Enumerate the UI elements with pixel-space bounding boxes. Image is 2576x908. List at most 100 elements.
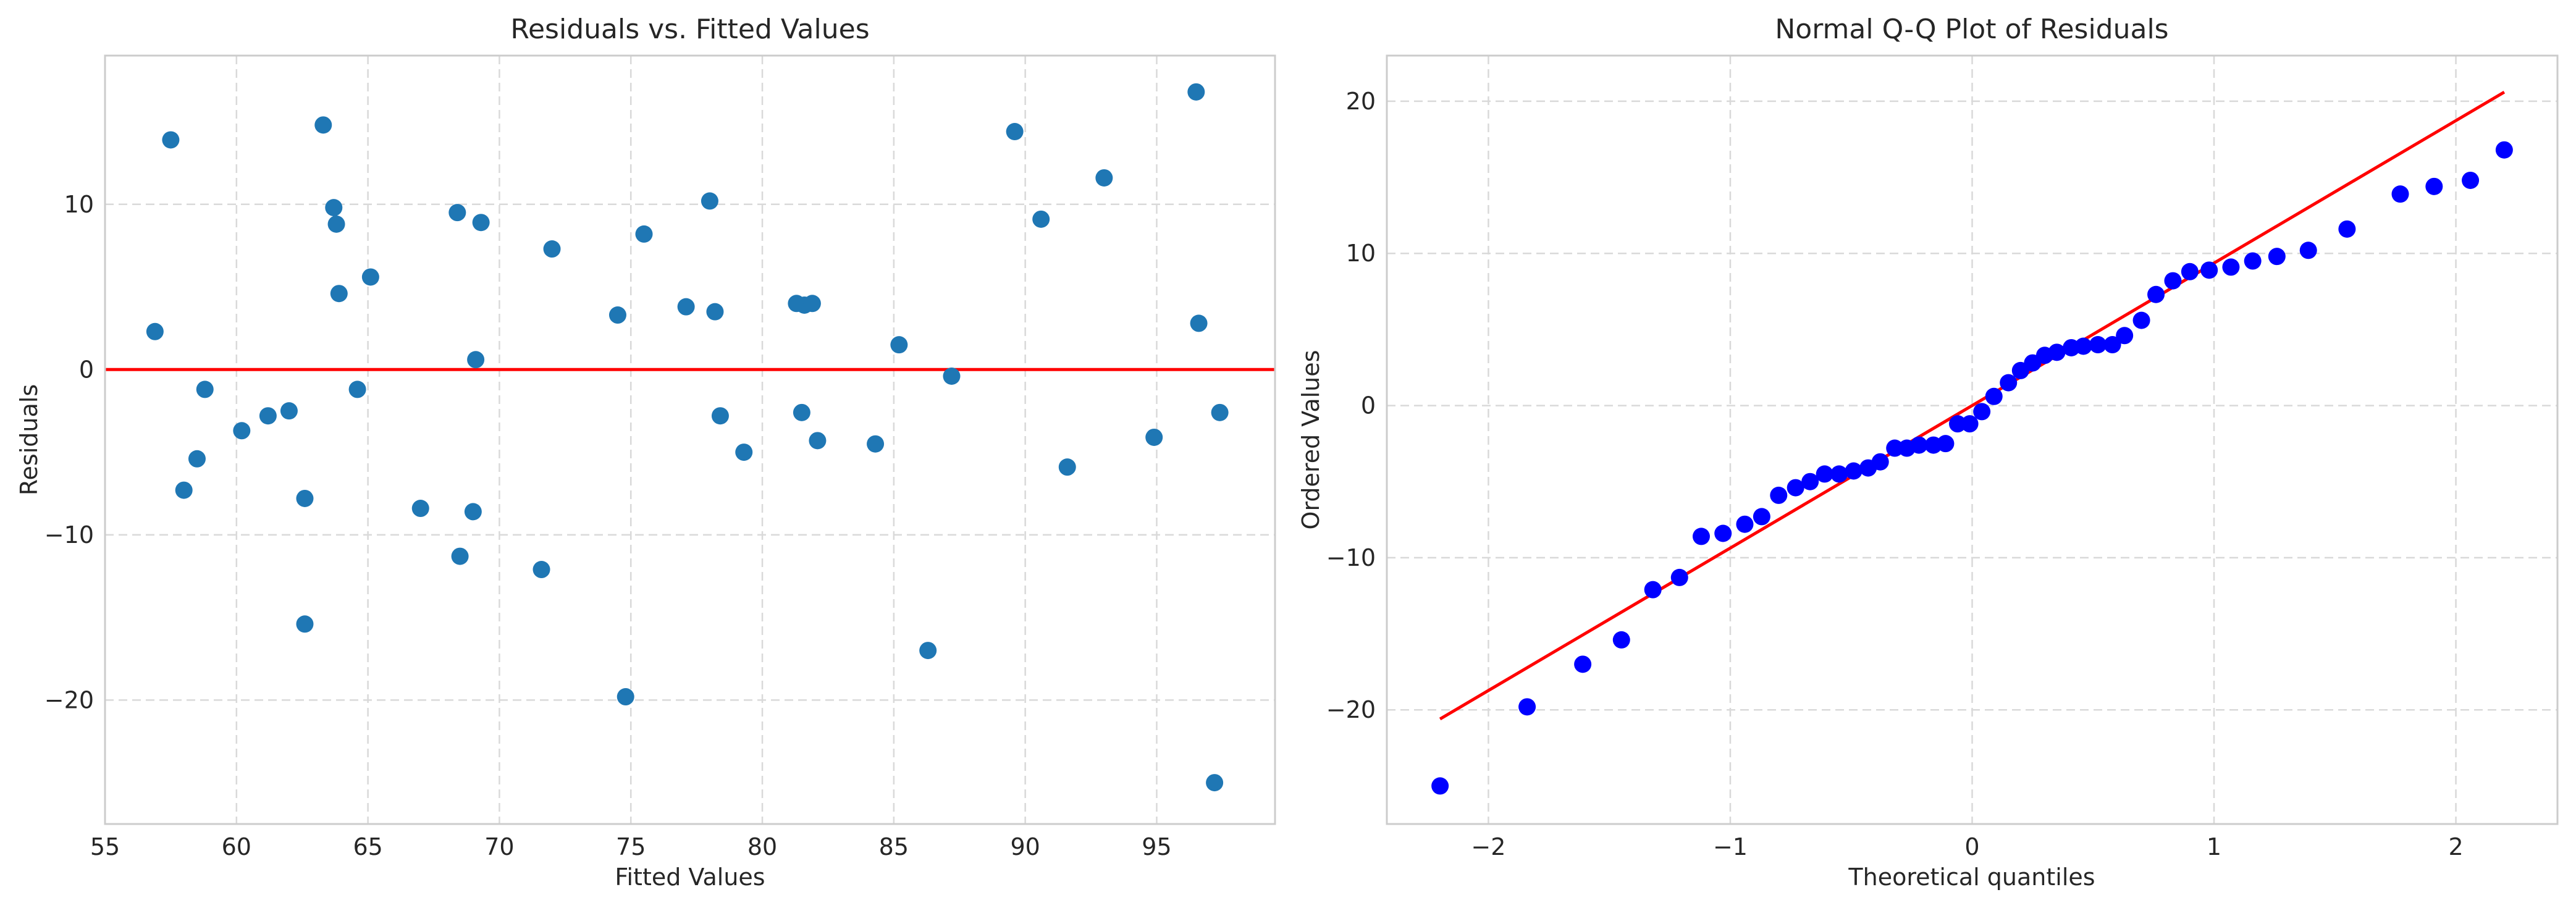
left-data-point <box>803 295 821 313</box>
right-data-point <box>2338 220 2356 238</box>
left-plot-area <box>105 56 1275 824</box>
right-x-tick-label: 1 <box>2207 833 2221 860</box>
left-data-point <box>1211 403 1229 421</box>
left-y-tick-label: 10 <box>64 191 94 218</box>
right-data-point <box>2181 263 2199 280</box>
right-data-point <box>1431 777 1449 795</box>
left-data-point <box>162 131 180 149</box>
left-x-tick-label: 70 <box>484 833 514 860</box>
right-data-point <box>2495 141 2513 159</box>
left-data-point <box>735 443 753 461</box>
left-data-point <box>532 561 550 579</box>
left-data-point <box>635 225 653 243</box>
right-data-point <box>1910 436 1928 454</box>
right-data-point <box>1871 453 1889 471</box>
right-data-point <box>1644 581 1662 599</box>
left-y-tick-label: 0 <box>79 356 94 383</box>
left-data-point <box>467 351 485 369</box>
left-data-point <box>1058 458 1076 476</box>
right-data-point <box>1574 655 1592 673</box>
right-chart-title: Normal Q-Q Plot of Residuals <box>1775 14 2168 45</box>
left-data-point <box>314 116 332 134</box>
left-y-tick-label: −10 <box>44 521 94 549</box>
left-data-point <box>296 615 314 633</box>
left-x-tick-label: 80 <box>747 833 777 860</box>
right-data-point <box>2425 177 2443 195</box>
left-data-point <box>1032 210 1050 228</box>
right-data-point <box>2244 252 2262 270</box>
right-data-point <box>2103 336 2121 354</box>
right-data-point <box>2147 285 2165 303</box>
left-y-tick-label: −20 <box>44 686 94 713</box>
right-data-point <box>2222 258 2240 276</box>
left-data-point <box>361 268 379 286</box>
right-x-tick-label: 2 <box>2448 833 2463 860</box>
left-marks <box>105 83 1275 792</box>
right-data-point <box>2268 248 2286 266</box>
left-data-point <box>325 199 343 217</box>
left-x-tick-label: 60 <box>222 833 251 860</box>
left-data-point <box>196 380 214 398</box>
left-data-point <box>706 303 724 321</box>
left-data-point <box>701 192 718 210</box>
right-grid <box>1387 56 2557 824</box>
right-data-point <box>2074 337 2092 355</box>
left-data-point <box>280 402 298 420</box>
left-x-tick-label: 65 <box>353 833 382 860</box>
right-data-point <box>1845 462 1863 480</box>
right-y-tick-label: −10 <box>1326 544 1376 571</box>
left-data-point <box>608 306 626 324</box>
right-marks <box>1431 90 2513 795</box>
left-data-point <box>146 322 164 340</box>
left-data-point <box>809 432 827 450</box>
right-y-tick-label: 0 <box>1361 392 1376 419</box>
left-data-point <box>793 403 810 421</box>
left-data-point <box>327 215 345 233</box>
right-x-axis-label: Theoretical quantiles <box>1848 864 2095 891</box>
left-x-tick-label: 75 <box>616 833 646 860</box>
right-x-tick-label: −2 <box>1471 833 1505 860</box>
left-data-point <box>330 285 348 303</box>
right-data-point <box>1985 387 2003 405</box>
right-data-point <box>2462 171 2480 189</box>
right-data-point <box>1937 435 1955 453</box>
left-data-point <box>259 407 277 425</box>
right-data-point <box>1830 465 1848 483</box>
left-plot-border <box>104 54 1276 825</box>
left-data-point <box>464 503 482 521</box>
left-data-point <box>188 450 206 468</box>
right-data-point <box>2089 336 2107 354</box>
right-data-point <box>2116 327 2134 345</box>
right-data-point <box>2391 185 2409 203</box>
left-data-point <box>1095 169 1113 187</box>
right-data-point <box>1961 415 1979 433</box>
left-data-point <box>233 422 251 440</box>
right-data-point <box>2000 374 2018 392</box>
right-y-axis-label: Ordered Values <box>1297 350 1324 530</box>
left-chart-title: Residuals vs. Fitted Values <box>510 14 869 45</box>
left-data-point <box>1145 428 1163 446</box>
left-data-point <box>1187 83 1205 101</box>
left-data-point <box>175 481 193 499</box>
left-data-point <box>1006 123 1024 141</box>
right-data-point <box>1816 465 1833 483</box>
left-data-point <box>296 489 314 507</box>
left-data-point <box>919 642 937 660</box>
left-data-point <box>448 204 466 222</box>
right-data-point <box>1518 698 1536 716</box>
right-data-point <box>1973 403 1991 421</box>
right-data-point <box>2164 272 2182 290</box>
left-data-point <box>617 688 634 706</box>
right-plot-border <box>1386 54 2559 825</box>
left-x-tick-label: 55 <box>90 833 120 860</box>
left-data-point <box>711 407 729 425</box>
right-data-point <box>1801 473 1819 490</box>
right-data-point <box>1612 631 1630 649</box>
right-data-point <box>2132 311 2150 329</box>
left-data-point <box>1190 314 1208 332</box>
right-data-point <box>1886 439 1904 457</box>
left-y-axis-label: Residuals <box>15 384 43 495</box>
